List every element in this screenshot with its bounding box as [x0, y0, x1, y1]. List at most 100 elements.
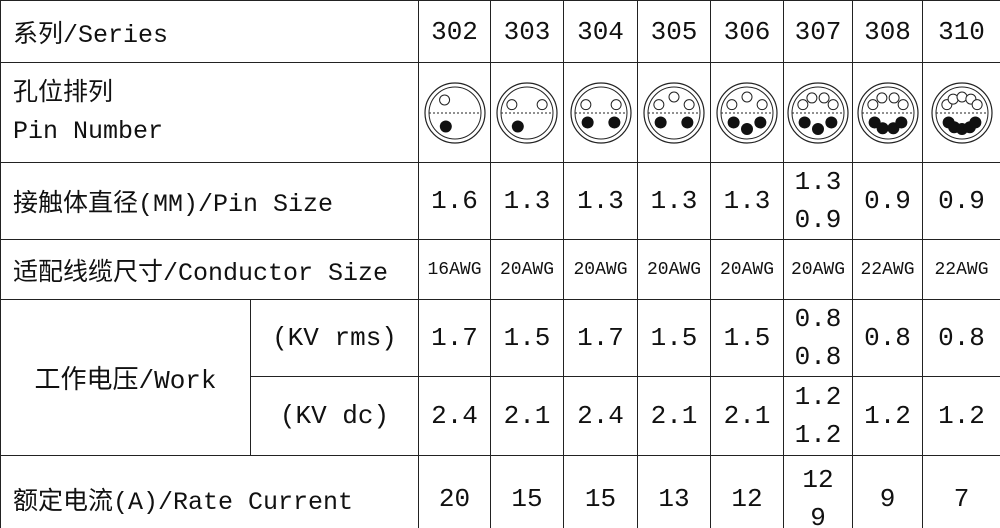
pin-shape: [876, 121, 889, 134]
pin-shape: [681, 115, 694, 128]
value-cell: 20AWG: [490, 239, 564, 300]
table-row: 接触体直径(MM)/Pin Size 1.6 1.3 1.3 1.3 1.3 1.3 0.9 0…: [0, 162, 1000, 240]
pin-shape: [797, 98, 809, 110]
value-cell: 1.7: [563, 299, 638, 377]
row-label: 接触体直径(MM)/Pin Size: [0, 162, 419, 240]
value-cell: 0.8: [922, 299, 1000, 377]
value-cell: 2.1: [710, 376, 784, 456]
series-cell: 308: [852, 0, 923, 63]
pin-shape: [654, 115, 667, 128]
value-cell: 1.7: [418, 299, 491, 377]
pin-diagram-cell: [490, 62, 564, 163]
pin-diagram: [643, 81, 705, 144]
pin-diagram-cell: [710, 62, 784, 163]
value-cell: 20AWG: [563, 239, 638, 300]
series-cell: 307: [783, 0, 853, 63]
value-cell: 12 9: [783, 455, 853, 528]
pin-diagram: [930, 81, 993, 144]
pin-diagram-cell: [852, 62, 923, 163]
value-line: 1.2: [794, 382, 842, 412]
value-cell: 1.3 0.9: [783, 162, 853, 240]
pin-shape: [971, 98, 983, 110]
value-cell: 13: [637, 455, 711, 528]
value-cell: 2.1: [490, 376, 564, 456]
value-cell: 0.9: [852, 162, 923, 240]
value-cell: 20AWG: [783, 239, 853, 300]
value-cell: 1.5: [710, 299, 784, 377]
value-cell: 12: [710, 455, 784, 528]
pin-shape: [506, 98, 518, 110]
series-cell: 310: [922, 0, 1000, 63]
series-cell: 303: [490, 0, 564, 63]
value-cell: 20AWG: [710, 239, 784, 300]
pin-shape: [812, 122, 824, 135]
table-row: 额定电流(A)/Rate Current 20 15 15 13 12 12 9 9 7: [0, 455, 1000, 528]
pin-shape: [754, 115, 767, 128]
row-label: 孔位排列 Pin Number: [0, 62, 419, 163]
value-line: 9: [810, 503, 826, 528]
pin-diagram-cell: [922, 62, 1000, 163]
pin-diagram-cell: [783, 62, 853, 163]
table-row: (KV dc) 2.4 2.1 2.4 2.1 2.1 1.2 1.2 1.2 1.2: [1, 376, 1000, 456]
pin-diagram: [787, 81, 849, 144]
pin-diagram: [423, 81, 486, 144]
row-label: 系列/Series: [0, 0, 419, 63]
row-label: 额定电流(A)/Rate Current: [0, 455, 419, 528]
pin-diagram: [716, 81, 778, 144]
pin-shape: [756, 98, 768, 110]
pin-shape: [930, 81, 993, 144]
pin-shape: [741, 91, 753, 102]
value-cell: 16AWG: [418, 239, 491, 300]
row-label: 工作电压/Work: [0, 299, 251, 456]
pin-shape: [653, 98, 665, 110]
value-line: 0.8: [794, 342, 842, 372]
value-cell: 20AWG: [637, 239, 711, 300]
pin-shape: [798, 115, 811, 128]
value-cell: 7: [922, 455, 1000, 528]
value-cell: 22AWG: [922, 239, 1000, 300]
value-cell: 15: [563, 455, 638, 528]
pin-shape: [607, 115, 620, 128]
value-cell: 1.2: [852, 376, 923, 456]
pin-shape: [888, 91, 900, 103]
table-row: 系列/Series 302 303 304 305 306 307 308 310: [0, 0, 1000, 63]
value-cell: 1.3: [490, 162, 564, 240]
pin-shape: [716, 81, 778, 144]
pin-shape: [947, 93, 959, 105]
value-line: 1.2: [794, 420, 842, 450]
pin-shape: [818, 91, 830, 103]
pin-diagram: [856, 81, 919, 144]
pin-shape: [668, 91, 680, 102]
value-cell: 1.2: [922, 376, 1000, 456]
pin-shape: [726, 98, 738, 110]
pin-shape: [875, 91, 887, 103]
table-row: 工作电压/Work (KV rms) 1.7 1.5 1.7 1.5 1.5 0.8 0.8 0.…: [0, 299, 1000, 456]
value-cell: 15: [490, 455, 564, 528]
value-cell: 1.2 1.2: [783, 376, 853, 456]
pin-diagram: [496, 81, 558, 144]
pin-shape: [579, 98, 591, 110]
pin-shape: [610, 98, 622, 110]
pin-shape: [856, 81, 919, 144]
series-cell: 302: [418, 0, 491, 63]
pin-shape: [741, 122, 753, 135]
pin-shape: [511, 119, 524, 132]
pin-shape: [438, 93, 450, 105]
value-cell: 22AWG: [852, 239, 923, 300]
row-label: 适配线缆尺寸/Conductor Size: [0, 239, 419, 300]
pin-shape: [894, 115, 907, 128]
value-cell: 1.3: [637, 162, 711, 240]
value-cell: 2.4: [563, 376, 638, 456]
pin-diagram-cell: [418, 62, 491, 163]
label-en: Pin Number: [13, 116, 164, 146]
pin-shape: [581, 115, 594, 128]
pin-shape: [825, 115, 838, 128]
value-cell: 0.8 0.8: [783, 299, 853, 377]
pin-shape: [787, 81, 849, 144]
pin-diagram-cell: [637, 62, 711, 163]
value-cell: 2.4: [418, 376, 491, 456]
pin-shape: [569, 81, 632, 144]
